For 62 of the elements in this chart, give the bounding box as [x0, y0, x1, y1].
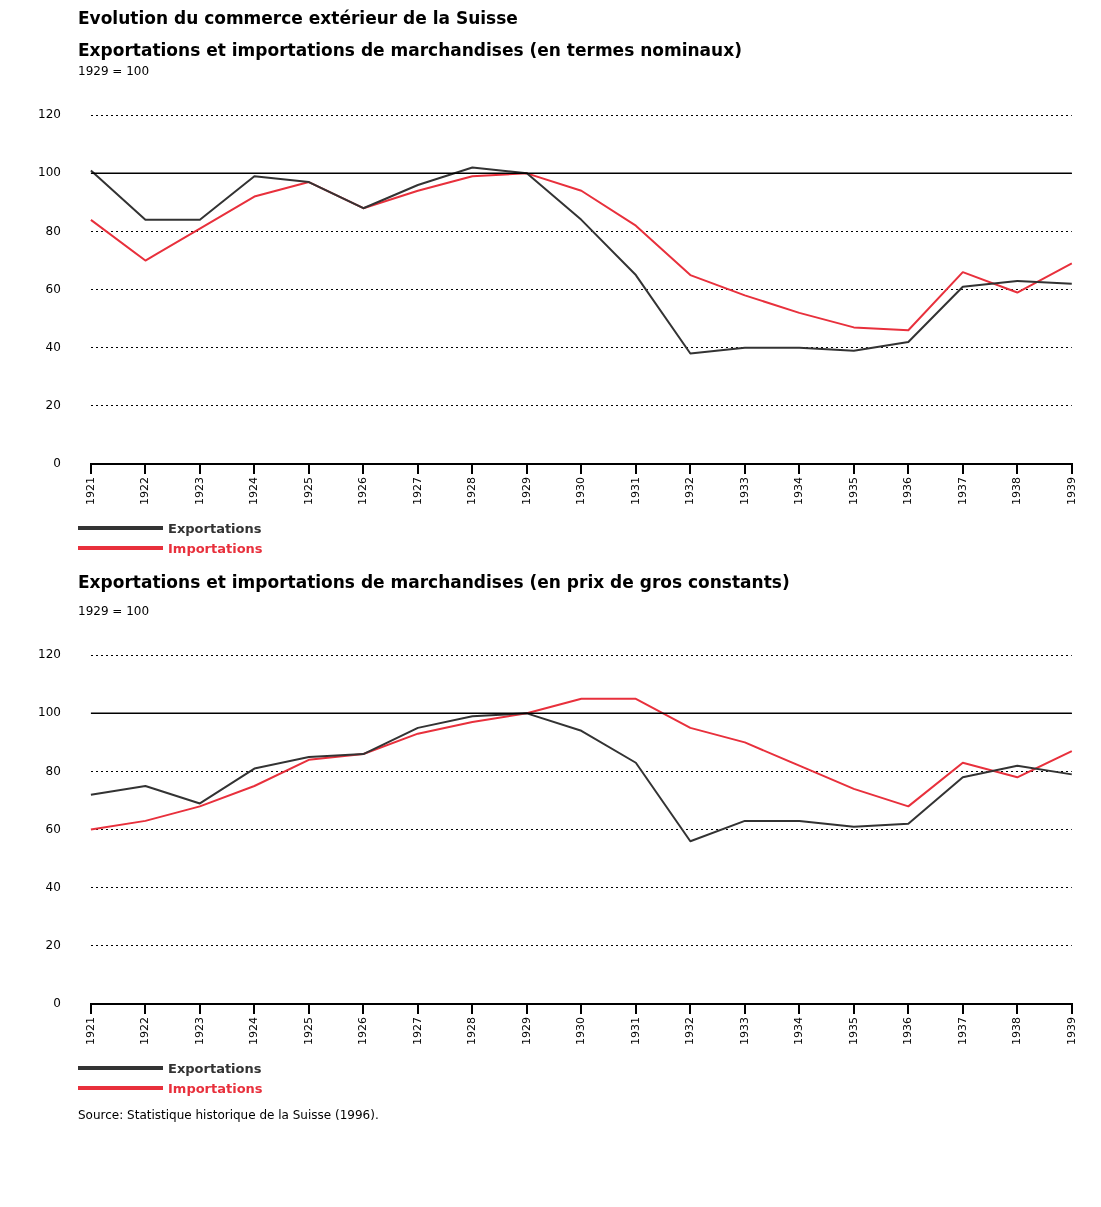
x-tick-label: 1934	[792, 1017, 806, 1046]
x-tick-label: 1930	[574, 1017, 588, 1046]
x-tick-label: 1937	[955, 477, 969, 506]
y-tick-label: 0	[53, 456, 61, 471]
x-tick-label: 1938	[1010, 1017, 1024, 1046]
x-tick-label: 1921	[83, 1017, 97, 1046]
x-tick-label: 1926	[356, 477, 370, 506]
x-tick-label: 1924	[247, 477, 261, 506]
y-axis-title: 1929 = 100	[78, 604, 151, 618]
x-tick-label: 1937	[955, 1017, 969, 1046]
x-tick-label: 1932	[683, 477, 697, 506]
x-tick-label: 1938	[1010, 477, 1024, 506]
x-tick-label: 1922	[138, 477, 152, 506]
x-tick-label: 1924	[247, 1017, 261, 1046]
text: Importations	[168, 540, 263, 556]
x-tick-label: 1930	[574, 477, 588, 506]
y-tick-label: 60	[45, 821, 61, 836]
x-tick-label: 1928	[465, 477, 479, 506]
x-tick-label: 1929	[519, 1017, 533, 1046]
text: Importations	[168, 1080, 263, 1096]
y-tick-label: 100	[38, 705, 61, 720]
chart-title: Evolution du commerce extérieur de la Suisse	[78, 8, 519, 28]
x-tick-label: 1933	[737, 1017, 751, 1046]
x-tick-label: 1934	[792, 477, 806, 506]
x-tick-label: 1922	[138, 1017, 152, 1046]
x-tick-label: 1926	[356, 1017, 370, 1046]
x-tick-label: 1925	[301, 477, 315, 506]
source-note: Source: Statistique historique de la Suisse (1996).	[78, 1108, 380, 1122]
x-tick-label: 1927	[410, 1017, 424, 1046]
x-tick-label: 1929	[519, 477, 533, 506]
y-tick-label: 20	[45, 938, 61, 952]
y-axis-title: 1929 = 100	[78, 64, 151, 78]
x-tick-label: 1935	[846, 477, 860, 506]
y-tick-label: 100	[38, 165, 61, 180]
x-tick-label: 1925	[301, 1017, 315, 1046]
y-tick-label: 80	[45, 223, 61, 238]
x-tick-label: 1928	[465, 1017, 479, 1046]
y-tick-label: 20	[45, 398, 61, 412]
x-tick-label: 1932	[683, 1017, 697, 1046]
x-tick-label: 1927	[410, 477, 424, 506]
x-tick-label: 1931	[628, 477, 642, 506]
x-tick-label: 1939	[1064, 1017, 1078, 1046]
y-tick-label: 40	[45, 879, 61, 894]
x-tick-label: 1931	[628, 1017, 642, 1046]
text: Exportations	[168, 520, 262, 536]
y-tick-label: 0	[53, 996, 61, 1011]
y-tick-label: 40	[45, 339, 61, 354]
x-tick-label: 1936	[901, 477, 915, 506]
x-tick-label: 1936	[901, 1017, 915, 1046]
y-tick-label: 120	[38, 107, 61, 122]
x-tick-label: 1923	[192, 1017, 206, 1046]
x-tick-label: 1933	[737, 477, 751, 506]
chart-title: Exportations et importations de marchandises (en prix de gros constants)	[78, 572, 791, 592]
x-tick-label: 1935	[846, 1017, 860, 1046]
chart-subtitle: Exportations et importations de marchandises (en termes nominaux)	[78, 40, 743, 60]
y-tick-label: 120	[38, 647, 61, 662]
text: Exportations	[168, 1060, 262, 1076]
x-tick-label: 1939	[1064, 477, 1078, 506]
x-tick-label: 1923	[192, 477, 206, 506]
y-tick-label: 80	[45, 763, 61, 778]
x-tick-label: 1921	[83, 477, 97, 506]
y-tick-label: 60	[45, 281, 61, 296]
